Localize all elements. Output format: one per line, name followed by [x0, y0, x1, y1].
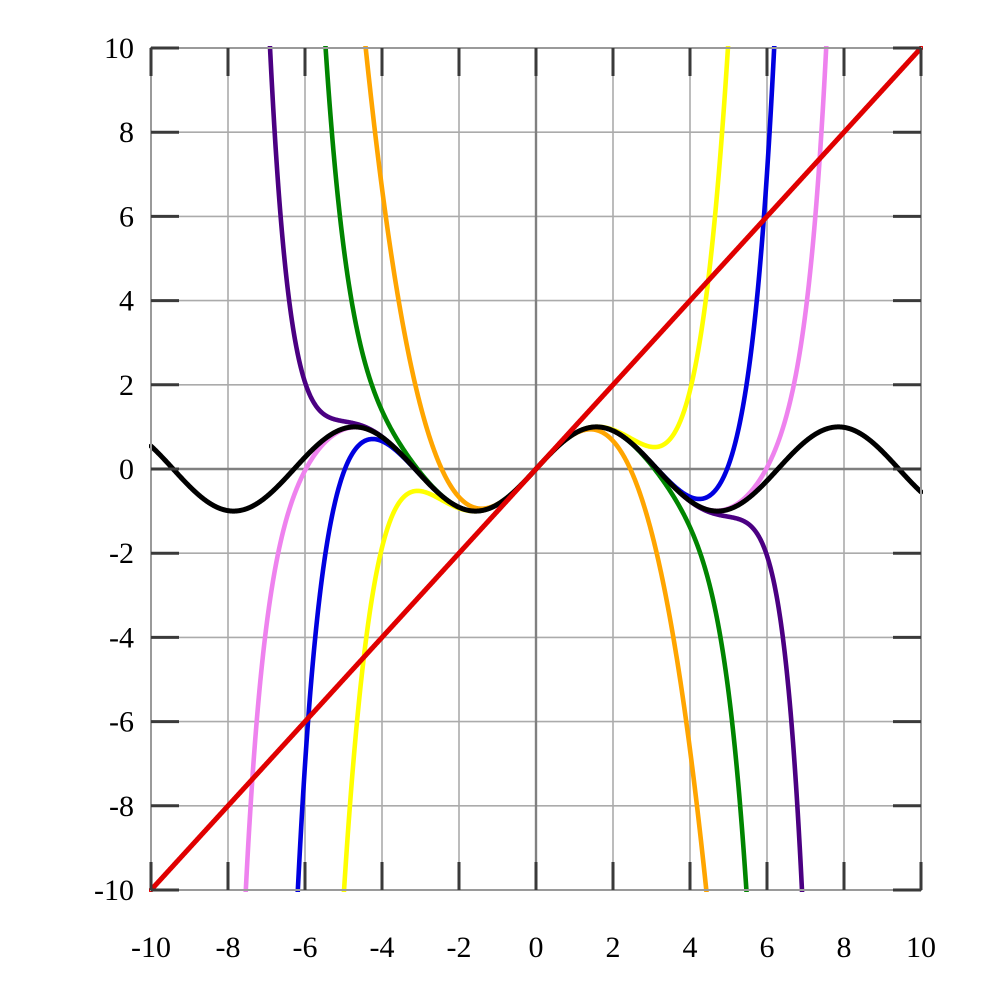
curves [149, 46, 923, 892]
tick-marks [149, 46, 923, 892]
x-tick-label-4: 4 [683, 931, 698, 964]
y-tick-label-4: 4 [119, 285, 134, 318]
x-tick-label-8: 8 [837, 931, 852, 964]
y-tick-label--6: -6 [109, 706, 134, 739]
y-tick-label--10: -10 [94, 874, 134, 907]
x-tick-label-6: 6 [760, 931, 775, 964]
x-tick-label--2: -2 [447, 931, 472, 964]
y-tick-label-8: 8 [119, 116, 134, 149]
x-tick-label--8: -8 [216, 931, 241, 964]
tick-labels: -10 -8 -6 -4 -2 0 2 4 6 8 10 -10 -8 -6 -4 -2 0 2 4 6 8 10 [94, 32, 936, 964]
x-tick-label--6: -6 [293, 931, 318, 964]
y-tick-label--2: -2 [109, 537, 134, 570]
x-tick-label-2: 2 [606, 931, 621, 964]
y-tick-label--8: -8 [109, 790, 134, 823]
y-tick-label-2: 2 [119, 369, 134, 402]
y-tick-label--4: -4 [109, 621, 134, 654]
y-tick-label-6: 6 [119, 200, 134, 233]
y-tick-label-10: 10 [104, 32, 134, 65]
y-tick-label-0: 0 [119, 453, 134, 486]
x-tick-label--4: -4 [370, 931, 395, 964]
curve-taylor-sin-degree-1 [149, 46, 923, 892]
x-tick-label-10: 10 [906, 931, 936, 964]
x-tick-label--10: -10 [131, 931, 171, 964]
x-tick-label-0: 0 [529, 931, 544, 964]
